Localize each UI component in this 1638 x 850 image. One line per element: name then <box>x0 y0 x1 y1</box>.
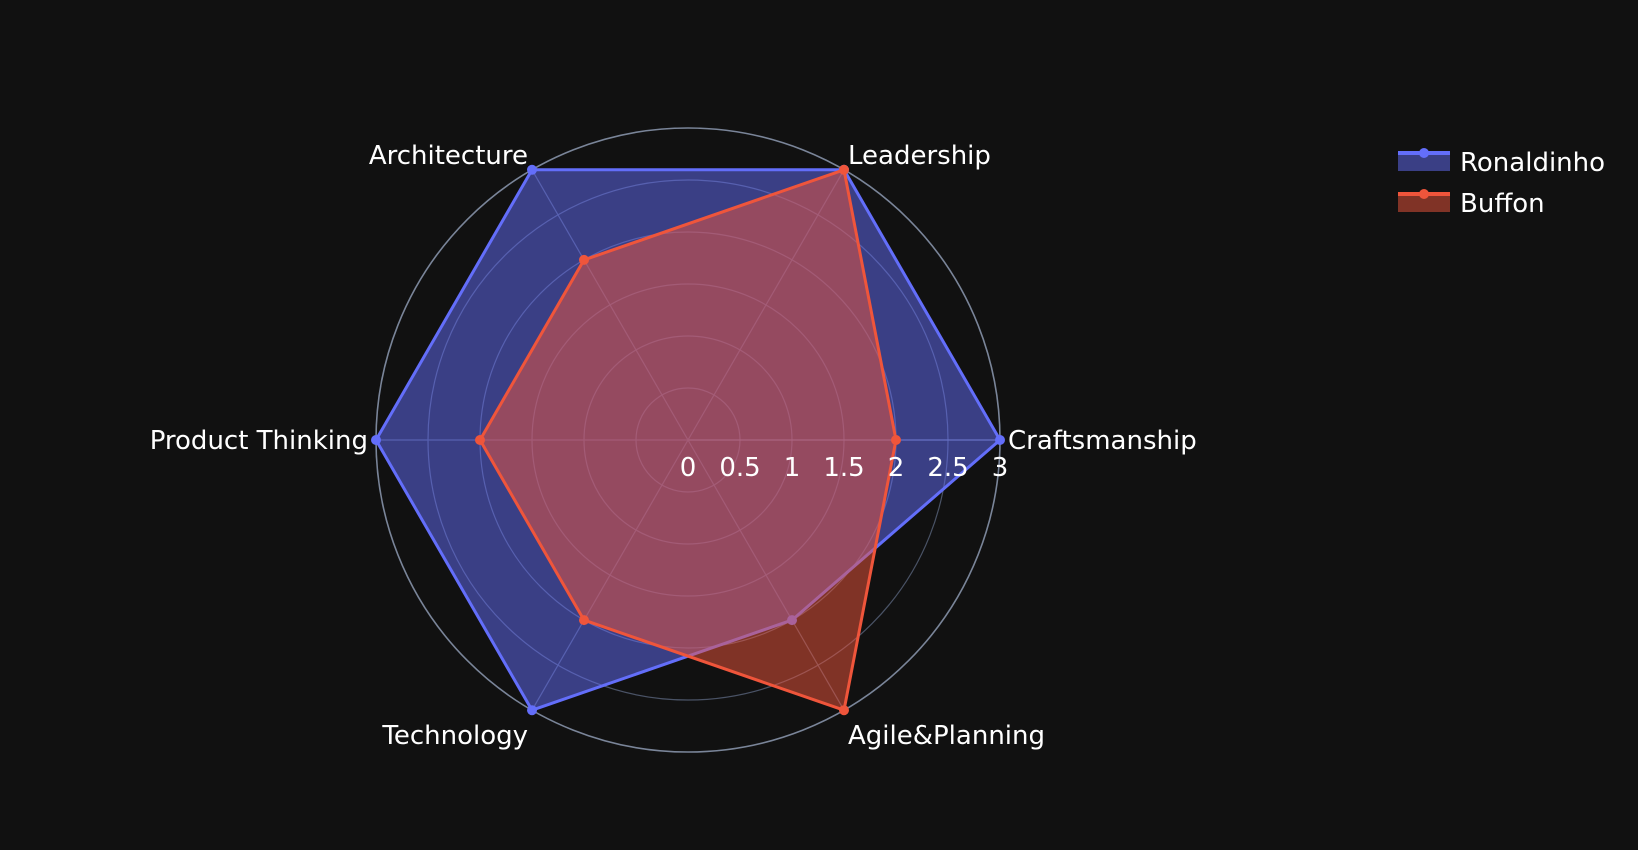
axis-label-product-thinking: Product Thinking <box>150 426 368 456</box>
data-point-ronaldinho-4[interactable] <box>527 705 537 716</box>
data-point-buffon-2[interactable] <box>579 254 589 265</box>
axis-label-agile-planning: Agile&Planning <box>848 721 1045 751</box>
legend[interactable]: Ronaldinho Buffon <box>1398 148 1605 219</box>
radial-tick-label: 2 <box>888 453 905 483</box>
legend-item-ronaldinho[interactable]: Ronaldinho <box>1398 148 1605 178</box>
legend-marker <box>1419 148 1429 158</box>
legend-label: Ronaldinho <box>1460 148 1605 178</box>
axis-label-craftsmanship: Craftsmanship <box>1008 426 1197 456</box>
legend-item-buffon[interactable]: Buffon <box>1398 189 1545 219</box>
radial-tick-label: 0.5 <box>719 453 760 483</box>
axis-label-architecture: Architecture <box>369 141 528 171</box>
legend-swatch <box>1398 153 1450 171</box>
legend-marker <box>1419 189 1429 199</box>
radial-tick-label: 3 <box>992 453 1009 483</box>
data-point-ronaldinho-3[interactable] <box>371 435 381 445</box>
data-point-buffon-4[interactable] <box>579 615 589 626</box>
radial-tick-label: 1.5 <box>823 453 864 483</box>
axis-label-leadership: Leadership <box>848 141 991 171</box>
radial-tick-label: 2.5 <box>927 453 968 483</box>
data-point-ronaldinho-2[interactable] <box>527 164 537 175</box>
legend-swatch <box>1398 194 1450 212</box>
radial-tick-label: 0 <box>680 453 697 483</box>
radial-tick-label: 1 <box>784 453 801 483</box>
radial-tick-labels: 0 0.5 1 1.5 2 2.5 3 <box>680 453 1009 483</box>
legend-label: Buffon <box>1460 189 1545 219</box>
series-layer <box>371 164 1005 716</box>
angular-axis-labels: Craftsmanship Leadership Architecture Produ… <box>150 141 1197 751</box>
data-point-buffon-5[interactable] <box>839 705 849 716</box>
data-point-ronaldinho-0[interactable] <box>995 435 1005 445</box>
axis-label-technology: Technology <box>381 721 528 751</box>
data-point-buffon-3[interactable] <box>475 435 485 445</box>
data-point-buffon-1[interactable] <box>839 164 849 175</box>
data-point-buffon-0[interactable] <box>891 435 901 445</box>
